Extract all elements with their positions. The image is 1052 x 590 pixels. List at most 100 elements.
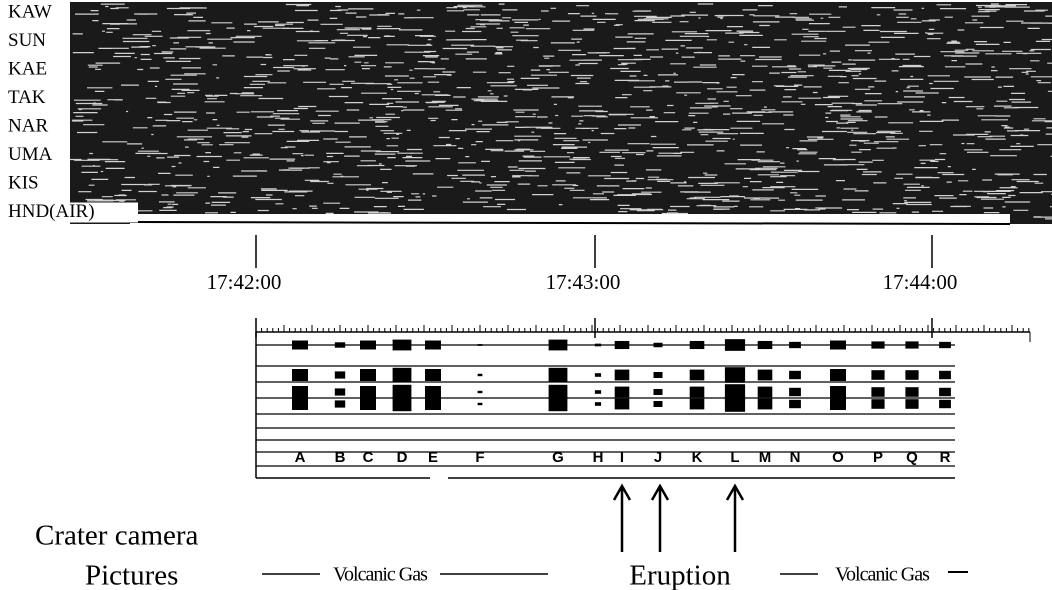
event-letter: E: [428, 449, 438, 466]
burst: [830, 340, 846, 350]
burst: [594, 402, 602, 406]
burst: [548, 384, 568, 400]
burst: [905, 341, 919, 349]
gas-before: Volcanic Gas: [333, 564, 428, 586]
burst: [689, 386, 705, 398]
event-letter: H: [593, 449, 604, 466]
label-bg: [6, 202, 138, 223]
burst: [292, 398, 308, 410]
burst: [757, 398, 773, 410]
event-letter: N: [790, 449, 801, 466]
burst: [548, 367, 568, 383]
burst: [689, 398, 705, 410]
label-bg: [6, 174, 58, 194]
burst: [905, 370, 919, 380]
burst: [614, 340, 630, 350]
burst: [789, 387, 801, 397]
station-label: KAW: [8, 1, 52, 22]
label-bg: [6, 60, 58, 80]
label-bg: [6, 117, 58, 137]
burst: [689, 340, 705, 350]
burst: [425, 386, 441, 398]
burst: [548, 396, 568, 412]
station-label: NAR: [8, 115, 48, 136]
burst: [724, 396, 746, 412]
eruption-arrows: [612, 483, 745, 552]
label-bg: [6, 3, 58, 23]
seismogram-top: [6, 2, 1052, 225]
burst: [594, 373, 602, 377]
burst: [757, 340, 773, 350]
burst: [425, 398, 441, 410]
event-letter: I: [620, 449, 624, 466]
camera-label: Crater camera: [35, 520, 199, 552]
burst: [334, 388, 346, 396]
burst: [905, 387, 919, 397]
burst: [789, 399, 801, 409]
burst: [871, 341, 885, 349]
burst: [292, 369, 308, 381]
burst: [360, 386, 376, 398]
burst: [392, 384, 412, 400]
event-letter: Q: [906, 449, 918, 466]
event-letter: R: [940, 449, 951, 466]
event-letter: D: [397, 449, 408, 466]
burst: [724, 384, 746, 400]
burst: [334, 342, 346, 348]
burst: [939, 399, 951, 409]
burst: [653, 389, 663, 395]
event-letter: B: [335, 449, 346, 466]
burst: [425, 340, 441, 350]
burst: [653, 401, 663, 407]
event-letter: F: [475, 449, 484, 466]
burst: [360, 340, 376, 350]
burst: [360, 398, 376, 410]
burst: [292, 340, 308, 350]
burst: [757, 386, 773, 398]
label-bg: [6, 88, 58, 109]
burst: [334, 400, 346, 408]
time-label: 17:43:00: [546, 270, 621, 294]
burst: [689, 369, 705, 381]
burst: [830, 398, 846, 410]
burst: [789, 370, 801, 380]
burst: [757, 369, 773, 381]
seismogram-lower: [255, 325, 1031, 479]
label-bg: [6, 31, 58, 52]
burst: [360, 369, 376, 381]
station-label: KAE: [8, 58, 47, 79]
air-trace: [130, 214, 1010, 224]
burst: [334, 371, 346, 379]
burst: [830, 369, 846, 381]
event-letter: M: [759, 449, 772, 466]
burst: [477, 344, 483, 346]
label-bg: [6, 145, 58, 166]
event-letter: J: [654, 449, 662, 466]
burst: [724, 339, 746, 351]
event-letter: K: [692, 449, 703, 466]
burst: [614, 386, 630, 398]
event-letter: L: [730, 449, 739, 466]
air-line: [129, 221, 1011, 225]
burst: [905, 399, 919, 409]
burst: [548, 339, 568, 351]
burst: [594, 390, 602, 394]
burst: [614, 398, 630, 410]
burst: [477, 373, 483, 377]
station-label: UMA: [8, 144, 53, 165]
event-letter: G: [552, 449, 564, 466]
event-letter: A: [295, 449, 306, 466]
station-label: HND(AIR): [8, 201, 95, 222]
burst: [871, 370, 885, 380]
gas-after: Volcanic Gas: [835, 564, 930, 586]
event-letter: P: [873, 449, 883, 466]
burst: [789, 341, 801, 349]
ruler-ticks: [255, 325, 1030, 332]
burst: [292, 386, 308, 398]
burst: [594, 343, 602, 347]
burst: [653, 372, 663, 378]
burst: [871, 387, 885, 397]
burst: [871, 399, 885, 409]
